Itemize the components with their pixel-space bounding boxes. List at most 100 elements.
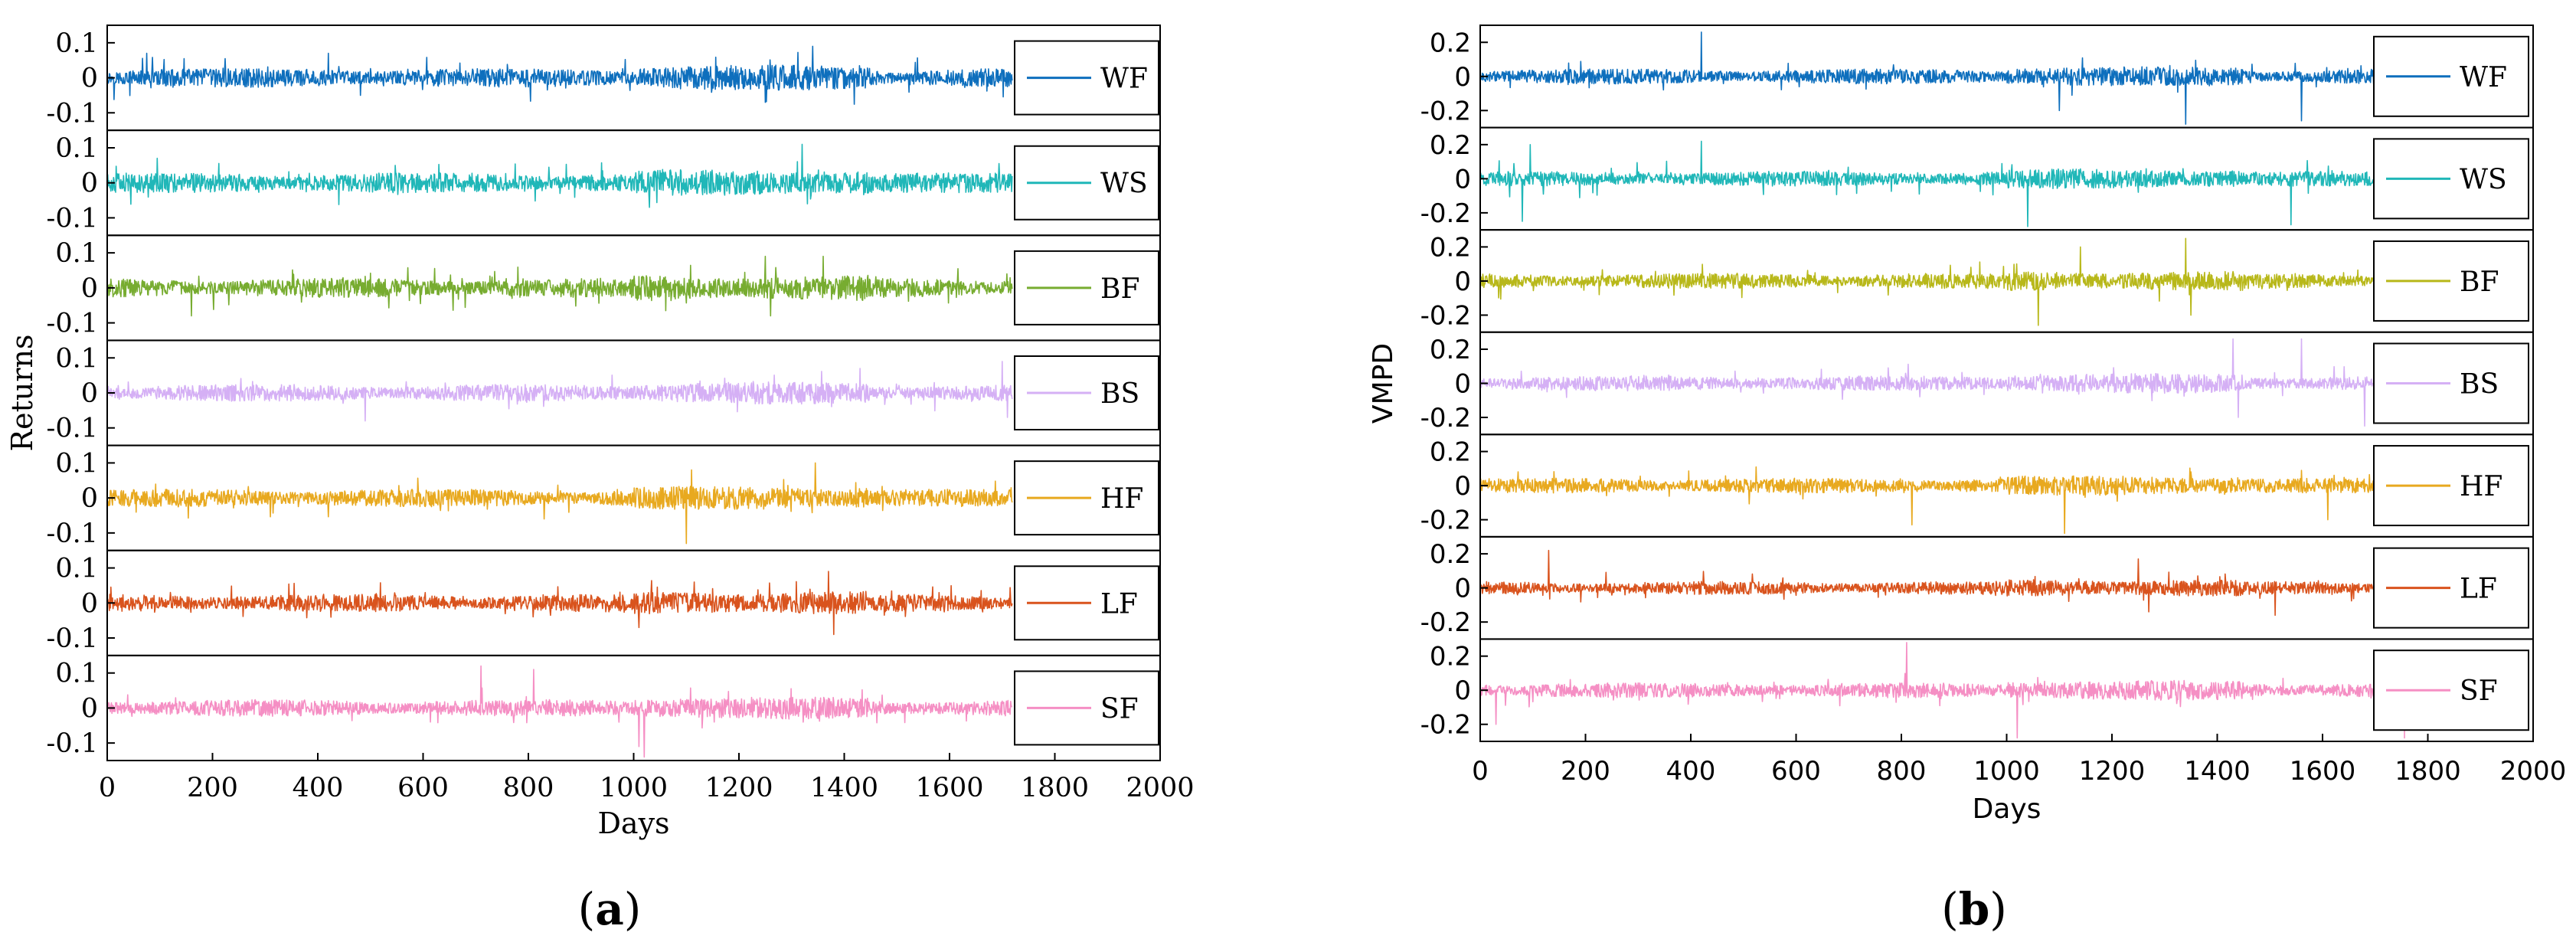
series-line-lf bbox=[1479, 549, 2405, 617]
x-tick-label: 0 bbox=[99, 773, 116, 803]
y-tick-label: 0 bbox=[81, 693, 98, 724]
y-tick-label: 0.2 bbox=[1430, 130, 1471, 161]
series-line-hf bbox=[106, 462, 1013, 545]
x-tick-label: 400 bbox=[1666, 756, 1716, 787]
legend-label-bs: BS bbox=[2460, 369, 2499, 401]
subplot-bf: 0.1 0 -0.1 BF bbox=[47, 234, 1161, 342]
x-axis-label: Days bbox=[1973, 793, 2042, 825]
series-line-hf bbox=[1479, 466, 2405, 535]
subplot-bs: 0.2 0-0.2 BS bbox=[1420, 331, 2534, 436]
legend-label-bs: BS bbox=[1100, 378, 1139, 410]
series-line-sf bbox=[106, 665, 1012, 758]
x-tick-label: 600 bbox=[1771, 756, 1821, 787]
y-tick-label: 0.2 bbox=[1430, 28, 1471, 58]
y-tick-label: -0.2 bbox=[1420, 710, 1471, 741]
subplot-hf: 0.1 0 -0.1 HF bbox=[47, 444, 1161, 551]
series-line-wf bbox=[1479, 31, 2405, 125]
x-tick-label: 2000 bbox=[2500, 756, 2567, 787]
subplot-ws: 0.1 0 -0.1 WS bbox=[47, 129, 1161, 237]
x-tick-label: 2000 bbox=[1126, 773, 1194, 803]
y-tick-label: 0.1 bbox=[55, 554, 98, 584]
x-tick-label: 200 bbox=[187, 773, 238, 803]
y-tick-label: 0 bbox=[1454, 62, 1471, 93]
subplot-wf: 0.2 0-0.2 WF bbox=[1420, 25, 2534, 129]
panel-a-returns-chart: 0.10-0.1WF0.10-0.1WS0.10-0.1BF0.10-0.1BS… bbox=[5, 25, 1195, 840]
legend-label-bf: BF bbox=[2460, 267, 2499, 298]
series-line-wf bbox=[106, 45, 1013, 105]
panel-b-vmpd-chart: 0.20-0.2WF0.20-0.2WS0.20-0.2BF0.20-0.2BS… bbox=[1368, 25, 2566, 825]
y-tick-label: 0.2 bbox=[1430, 642, 1471, 672]
series-line-ws bbox=[106, 143, 1013, 208]
y-tick-label: 0 bbox=[1454, 676, 1471, 706]
x-tick-label: 0 bbox=[1472, 756, 1489, 787]
series-line-bf bbox=[106, 255, 1013, 317]
x-axis-label: Days bbox=[597, 806, 669, 840]
series-line-lf bbox=[106, 571, 1013, 636]
series-line-ws bbox=[1479, 140, 2405, 227]
legend-label-lf: LF bbox=[1100, 588, 1138, 620]
y-tick-label: -0.1 bbox=[47, 519, 99, 549]
y-tick-label: -0.2 bbox=[1420, 198, 1471, 229]
x-tick-label: 1600 bbox=[2290, 756, 2356, 787]
y-tick-label: 0 bbox=[1454, 267, 1471, 297]
subplot-lf: 0.1 0 -0.1 LF bbox=[47, 549, 1161, 656]
subplot-hf: 0.20-0.2 HF bbox=[1420, 433, 2534, 538]
y-tick-label: 0 bbox=[81, 483, 98, 514]
y-tick-label: -0.2 bbox=[1420, 403, 1471, 433]
series-line-sf bbox=[1479, 642, 2405, 739]
y-tick-label: 0.1 bbox=[55, 28, 98, 59]
y-tick-label: 0.2 bbox=[1430, 437, 1471, 468]
x-tick-label: 800 bbox=[1877, 756, 1927, 787]
legend-label-ws: WS bbox=[2460, 164, 2507, 195]
subplot-bf: 0.2 0-0.2 BF bbox=[1420, 229, 2534, 333]
legend-label-hf: HF bbox=[1100, 483, 1143, 515]
subplot-lf: 0.2 0-0.2 LF bbox=[1420, 535, 2534, 640]
legend-label-lf: LF bbox=[2460, 574, 2497, 605]
y-tick-label: 0 bbox=[81, 64, 98, 94]
x-tick-label: 200 bbox=[1561, 756, 1610, 787]
y-tick-label: 0.2 bbox=[1430, 335, 1471, 365]
y-tick-label: 0.1 bbox=[55, 659, 98, 689]
x-tick-label: 1000 bbox=[1973, 756, 2040, 787]
y-tick-label: -0.1 bbox=[47, 98, 99, 129]
x-tick-label: 800 bbox=[503, 773, 554, 803]
y-tick-label: 0 bbox=[1454, 164, 1471, 195]
y-tick-label: 0 bbox=[1454, 471, 1471, 502]
x-tick-label: 1000 bbox=[600, 773, 668, 803]
legend-label-hf: HF bbox=[2460, 471, 2502, 502]
y-axis-label: VMPD bbox=[1368, 343, 1399, 424]
subplot-ws: 0.20-0.2 WS bbox=[1420, 126, 2534, 231]
subplot-wf: 0.1 0 -0.1 WF bbox=[47, 25, 1161, 132]
subplot-sf: 0.1 0 -0.1 SF bbox=[47, 654, 1161, 761]
legend-label-wf: WF bbox=[2460, 62, 2507, 93]
x-tick-label: 1400 bbox=[2184, 756, 2251, 787]
y-tick-label: -0.1 bbox=[47, 414, 99, 444]
y-tick-label: 0 bbox=[81, 588, 98, 619]
y-tick-label: 0 bbox=[1454, 574, 1471, 604]
caption-a: (a) bbox=[578, 883, 642, 935]
x-tick-label: 1200 bbox=[704, 773, 773, 803]
y-tick-label: 0.1 bbox=[55, 238, 98, 269]
legend-label-sf: SF bbox=[1100, 693, 1139, 725]
y-tick-label: -0.2 bbox=[1420, 607, 1471, 638]
y-tick-label: -0.1 bbox=[47, 203, 99, 234]
legend-label-wf: WF bbox=[1100, 64, 1148, 95]
y-tick-label: 0.2 bbox=[1430, 539, 1471, 570]
y-tick-label: 0 bbox=[1454, 369, 1471, 400]
subplot-bs: 0.1 0 -0.1 BS bbox=[47, 339, 1161, 447]
y-tick-label: -0.1 bbox=[47, 728, 99, 759]
y-tick-label: -0.1 bbox=[47, 309, 99, 339]
y-tick-label: 0 bbox=[81, 168, 98, 199]
x-tick-label: 600 bbox=[397, 773, 449, 803]
x-tick-label: 1800 bbox=[2395, 756, 2461, 787]
y-tick-label: 0.1 bbox=[55, 448, 98, 479]
x-tick-label: 1800 bbox=[1021, 773, 1089, 803]
series-line-bf bbox=[1479, 237, 2405, 326]
caption-b: (b) bbox=[1941, 883, 2007, 935]
series-line-bs bbox=[106, 361, 1013, 422]
subplot-sf: 0.2 0 -0.2 SF bbox=[1420, 638, 2534, 743]
y-tick-label: -0.1 bbox=[47, 623, 99, 654]
y-tick-label: -0.2 bbox=[1420, 300, 1471, 331]
y-tick-label: 0.1 bbox=[55, 133, 98, 164]
